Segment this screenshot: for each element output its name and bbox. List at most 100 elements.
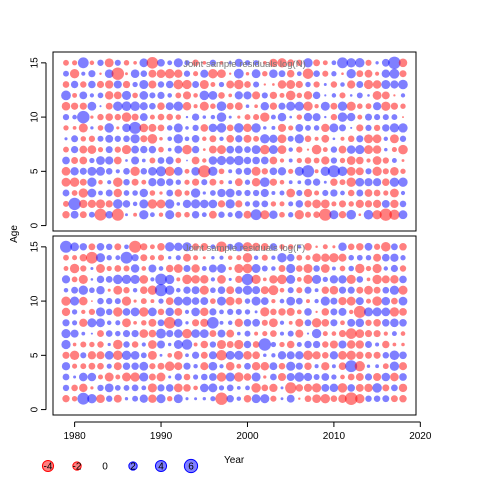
residual-point [365, 103, 372, 110]
residual-point [355, 383, 364, 392]
residual-point [329, 253, 339, 263]
residual-point [364, 189, 373, 197]
residual-point [216, 372, 227, 382]
residual-point [139, 79, 149, 90]
residual-point [366, 158, 371, 163]
residual-point [296, 114, 303, 120]
residual-point [156, 394, 166, 404]
residual-point [125, 213, 128, 217]
residual-point [277, 145, 287, 154]
residual-point [391, 384, 398, 392]
residual-point [114, 146, 121, 153]
residual-point [182, 242, 192, 252]
residual-point [373, 330, 381, 338]
residual-point [200, 351, 208, 359]
residual-point [121, 90, 132, 100]
residual-point [270, 114, 276, 120]
residual-point [111, 208, 124, 221]
residual-point [148, 318, 157, 327]
residual-point [303, 112, 313, 122]
residual-point [78, 372, 88, 382]
residual-point [372, 210, 382, 220]
residual-point [303, 263, 313, 274]
residual-point [355, 318, 365, 328]
residual-point [312, 199, 322, 209]
residual-point [399, 243, 407, 251]
residual-point [80, 341, 87, 348]
residual-point [302, 68, 314, 79]
residual-point [62, 384, 70, 392]
residual-point [157, 81, 165, 88]
residual-point [210, 287, 216, 294]
residual-point [97, 341, 104, 348]
residual-point [384, 147, 388, 152]
residual-point [243, 156, 252, 165]
residual-point [322, 147, 328, 153]
residual-point [389, 188, 399, 198]
residual-point [116, 126, 120, 130]
residual-point [286, 372, 295, 382]
residual-point [182, 79, 192, 90]
residual-point [337, 101, 348, 111]
residual-point [234, 242, 244, 252]
residual-point [107, 180, 112, 185]
residual-point [358, 213, 362, 217]
residual-point [157, 102, 165, 110]
residual-point [234, 178, 243, 187]
residual-point [149, 244, 155, 250]
residual-point [245, 385, 250, 391]
residual-point [269, 134, 278, 143]
residual-point [132, 190, 138, 196]
residual-point [219, 364, 224, 369]
residual-point [288, 125, 294, 131]
residual-point [113, 80, 122, 89]
residual-point [140, 135, 148, 143]
residual-point [121, 296, 132, 306]
residual-point [185, 353, 189, 358]
residual-point [106, 363, 112, 369]
residual-point [313, 81, 320, 88]
residual-point [114, 385, 121, 391]
residual-point [157, 243, 165, 251]
residual-point [314, 136, 319, 141]
residual-point [106, 320, 112, 326]
x-tick-label: 1990 [150, 431, 173, 442]
residual-point [72, 363, 78, 369]
residual-point [140, 298, 147, 305]
residual-point [346, 145, 356, 154]
residual-point [122, 308, 131, 316]
residual-point [113, 177, 123, 187]
residual-point [372, 134, 382, 144]
residual-point [272, 83, 275, 86]
residual-point [338, 394, 347, 403]
residual-point [90, 278, 94, 281]
residual-point [208, 383, 218, 393]
residual-point [183, 384, 191, 392]
residual-point [210, 190, 216, 196]
residual-point [158, 266, 164, 271]
residual-point [381, 91, 390, 100]
residual-point [390, 102, 398, 110]
residual-point [226, 102, 234, 110]
residual-point [99, 72, 102, 75]
residual-point [226, 80, 235, 89]
residual-point [365, 395, 372, 402]
residual-point [73, 375, 77, 379]
residual-point [183, 70, 191, 77]
residual-point [389, 307, 400, 317]
residual-point [210, 277, 216, 282]
residual-point [173, 383, 183, 393]
residual-point [337, 57, 348, 69]
residual-point [123, 178, 130, 186]
residual-point [244, 189, 251, 197]
residual-point [79, 156, 88, 165]
residual-point [252, 242, 261, 251]
panel-title: Joint sample residuals log(N) [183, 59, 306, 70]
residual-point [296, 92, 303, 99]
residual-point [235, 168, 243, 175]
residual-point [207, 317, 219, 329]
residual-point [382, 157, 389, 164]
residual-point [262, 277, 267, 282]
residual-point [312, 340, 321, 349]
residual-point [226, 329, 235, 338]
